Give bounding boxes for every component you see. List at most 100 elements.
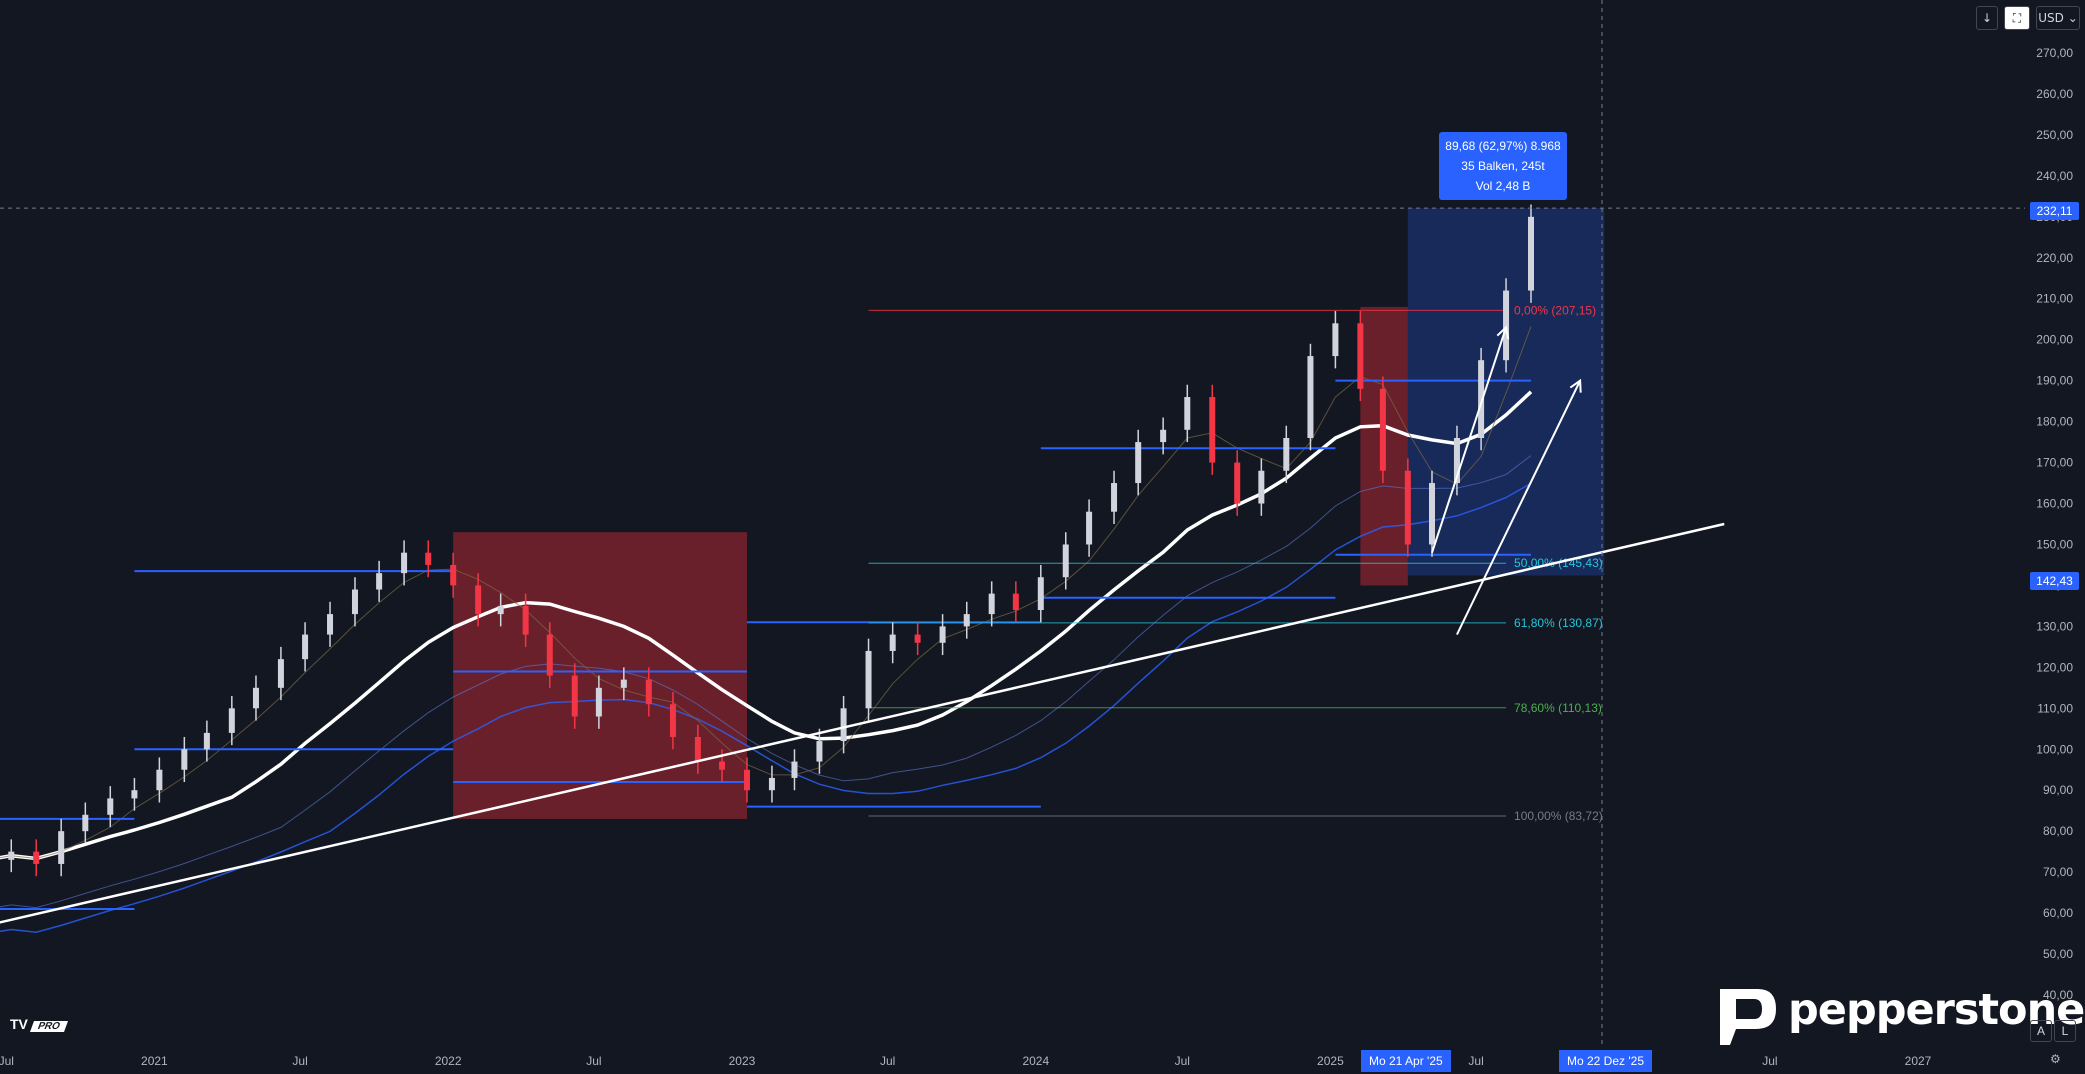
candle-body — [277, 659, 284, 688]
candle-body — [939, 626, 946, 643]
candle-body — [1012, 593, 1019, 611]
candle-body — [1379, 388, 1386, 471]
candle-body — [203, 732, 210, 750]
candle-body — [743, 769, 750, 791]
candle-body — [1404, 470, 1411, 545]
candle-body — [1160, 429, 1167, 443]
candle-body — [1184, 397, 1191, 430]
candle-body — [816, 741, 823, 762]
candle-body — [1234, 462, 1241, 504]
log-scale-button[interactable]: L — [2054, 1020, 2076, 1042]
ma-short-line — [0, 326, 1532, 860]
y-tick-label: 160,00 — [2036, 497, 2073, 511]
x-tick-label: Jul — [292, 1054, 307, 1068]
y-tick-label: 50,00 — [2043, 947, 2073, 961]
y-tick-label: 90,00 — [2043, 783, 2073, 797]
tradingview-logo: TV PRO — [10, 1016, 68, 1032]
candle-body — [571, 675, 578, 717]
y-tick-label: 260,00 — [2036, 87, 2073, 101]
candle-body — [1307, 356, 1314, 438]
candle-body — [351, 589, 358, 615]
current-price-tag: 232,11 — [2030, 202, 2079, 220]
candle-body — [1258, 470, 1265, 504]
y-tick-label: 270,00 — [2036, 46, 2073, 60]
candle-body — [791, 761, 798, 778]
candle-body — [1062, 544, 1069, 578]
candle-body — [1037, 577, 1044, 611]
candle-body — [914, 634, 921, 643]
x-tick-label: 2025 — [1317, 1054, 1344, 1068]
candle-body — [497, 605, 504, 615]
x-tick-label: Jul — [1175, 1054, 1190, 1068]
candle-body — [1503, 290, 1510, 361]
auto-scale-button[interactable]: A — [2030, 1020, 2052, 1042]
y-tick-label: 130,00 — [2036, 619, 2073, 633]
y-tick-label: 250,00 — [2036, 128, 2073, 142]
fib-level-label: 100,00% (83,72) — [1514, 809, 1603, 823]
candle-body — [181, 749, 188, 770]
gear-icon[interactable]: ⚙ — [2050, 1052, 2061, 1066]
candle-body — [1111, 483, 1118, 512]
x-tick-label: Jul — [1468, 1054, 1483, 1068]
y-tick-label: 220,00 — [2036, 251, 2073, 265]
y-tick-label: 210,00 — [2036, 292, 2073, 306]
candle-body — [595, 687, 602, 717]
download-button[interactable]: ↓ — [1976, 6, 1998, 30]
candle-body — [645, 679, 652, 705]
trend-arrow — [1456, 380, 1582, 636]
fib-level-label: 61,80% (130,87) — [1514, 616, 1603, 630]
x-tick-label: Jul — [0, 1054, 14, 1068]
y-tick-label: 120,00 — [2036, 660, 2073, 674]
pepperstone-logo-icon — [1720, 989, 1776, 1045]
candle-body — [840, 708, 847, 742]
trend-arrow-head — [1496, 325, 1510, 340]
start-date-tag: Mo 21 Apr '25 — [1361, 1050, 1451, 1072]
candle-body — [401, 552, 408, 574]
x-tick-label: 2021 — [141, 1054, 168, 1068]
measure-bars: 35 Balken, 245t — [1461, 159, 1545, 173]
measure-volume: Vol 2,48 B — [1475, 179, 1531, 193]
x-tick-label: 2022 — [435, 1054, 462, 1068]
candle-body — [302, 634, 309, 660]
candle-body — [475, 585, 482, 615]
ma-white-line — [0, 390, 1533, 861]
candle-body — [58, 831, 65, 864]
y-tick-label: 240,00 — [2036, 169, 2073, 183]
candle-body — [252, 687, 259, 709]
candle-body — [620, 679, 627, 688]
candle-body — [522, 605, 529, 635]
y-tick-label: 100,00 — [2036, 742, 2073, 756]
candle-body — [988, 593, 995, 615]
pepperstone-wordmark: pepperstone — [1788, 985, 2085, 1035]
y-tick-label: 40,00 — [2043, 988, 2073, 1002]
candle-body — [1209, 397, 1216, 463]
y-tick-label: 70,00 — [2043, 865, 2073, 879]
y-tick-label: 60,00 — [2043, 906, 2073, 920]
y-tick-label: 150,00 — [2036, 537, 2073, 551]
long-term-trendline — [0, 522, 1725, 924]
currency-select[interactable]: USD ⌄ — [2036, 6, 2080, 30]
y-tick-label: 190,00 — [2036, 374, 2073, 388]
x-tick-label: Jul — [586, 1054, 601, 1068]
candle-body — [327, 614, 334, 635]
y-tick-label: 200,00 — [2036, 333, 2073, 347]
end-date-tag: Mo 22 Dez '25 — [1559, 1050, 1652, 1072]
candle-body — [694, 736, 701, 762]
candle-body — [1135, 442, 1142, 484]
ma-mid-line — [0, 455, 1532, 909]
candle-body — [963, 614, 970, 627]
candle-body — [889, 634, 896, 651]
x-tick-label: 2027 — [1905, 1054, 1932, 1068]
candle-body — [8, 851, 15, 860]
candle-body — [1357, 323, 1364, 389]
candle-body — [228, 708, 235, 733]
screenshot-button[interactable]: ⛶ — [2004, 6, 2030, 30]
candle-body — [1478, 360, 1485, 438]
candle-body — [82, 814, 89, 832]
x-tick-label: 2023 — [729, 1054, 756, 1068]
candle-body — [425, 552, 432, 565]
candle-body — [669, 704, 676, 737]
candle-body — [1332, 323, 1339, 357]
candle-body — [376, 573, 383, 590]
